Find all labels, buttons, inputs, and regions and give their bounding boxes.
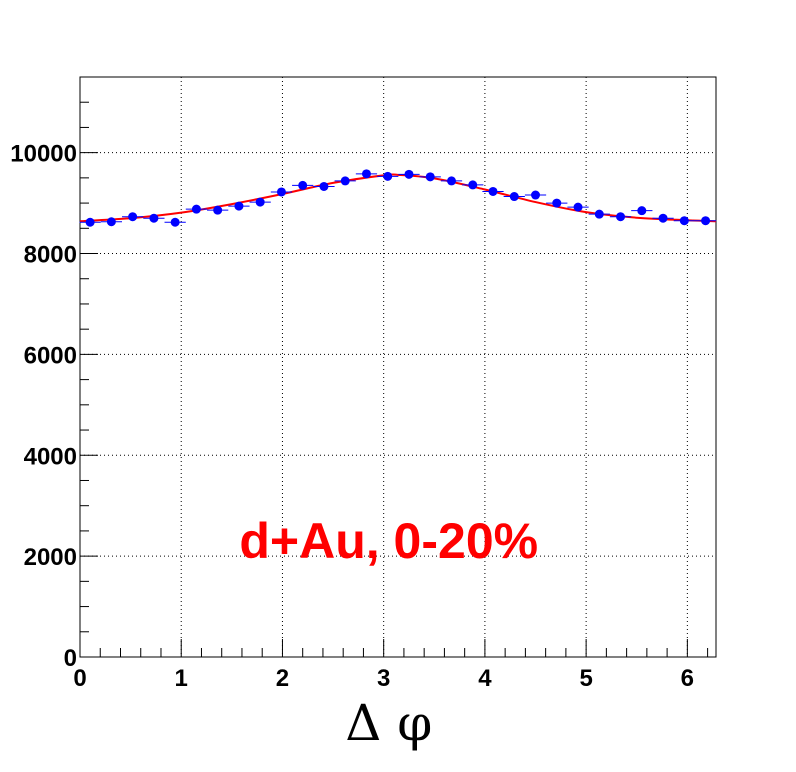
y-tick-label: 6000 bbox=[24, 342, 77, 369]
data-point bbox=[86, 218, 95, 227]
plot-frame bbox=[80, 77, 716, 657]
x-tick-label: 5 bbox=[579, 665, 592, 692]
data-point bbox=[234, 202, 243, 211]
data-point bbox=[128, 212, 137, 221]
data-point bbox=[616, 212, 625, 221]
grid-lines bbox=[80, 77, 716, 657]
data-point bbox=[298, 181, 307, 190]
data-point bbox=[149, 214, 158, 223]
y-tick-label: 10000 bbox=[10, 141, 77, 168]
data-point bbox=[637, 206, 646, 215]
data-point bbox=[362, 169, 371, 178]
y-tick-label: 8000 bbox=[24, 242, 77, 269]
data-point bbox=[489, 187, 498, 196]
data-points bbox=[79, 169, 716, 226]
y-tick-label: 4000 bbox=[24, 443, 77, 470]
x-tick-label: 3 bbox=[377, 665, 390, 692]
data-point bbox=[256, 198, 265, 207]
data-point bbox=[552, 199, 561, 208]
data-point bbox=[404, 170, 413, 179]
y-tick-label: 2000 bbox=[24, 544, 77, 571]
data-point bbox=[213, 206, 222, 215]
data-point bbox=[319, 182, 328, 191]
data-point bbox=[383, 172, 392, 181]
data-point bbox=[192, 205, 201, 214]
data-point bbox=[468, 180, 477, 189]
data-point bbox=[531, 191, 540, 200]
y-tick-label: 0 bbox=[64, 645, 77, 672]
x-tick-label: 6 bbox=[681, 665, 694, 692]
data-point bbox=[107, 217, 116, 226]
x-axis-title: Δ φ bbox=[345, 694, 432, 752]
data-point bbox=[595, 210, 604, 219]
data-point bbox=[426, 172, 435, 181]
data-point bbox=[701, 216, 710, 225]
data-point bbox=[659, 214, 668, 223]
data-point bbox=[447, 176, 456, 185]
annotation-label: d+Au, 0-20% bbox=[239, 513, 538, 569]
data-point bbox=[680, 216, 689, 225]
x-tick-label: 4 bbox=[478, 665, 492, 692]
x-tick-label: 1 bbox=[175, 665, 188, 692]
data-point bbox=[510, 192, 519, 201]
data-point bbox=[171, 218, 180, 227]
axis-ticks bbox=[80, 102, 708, 657]
data-point bbox=[574, 203, 583, 212]
data-point bbox=[341, 176, 350, 185]
data-point bbox=[277, 187, 286, 196]
y-tick-labels: 0 2000 4000 6000 8000 10000 bbox=[10, 141, 77, 672]
x-tick-label: 2 bbox=[276, 665, 289, 692]
